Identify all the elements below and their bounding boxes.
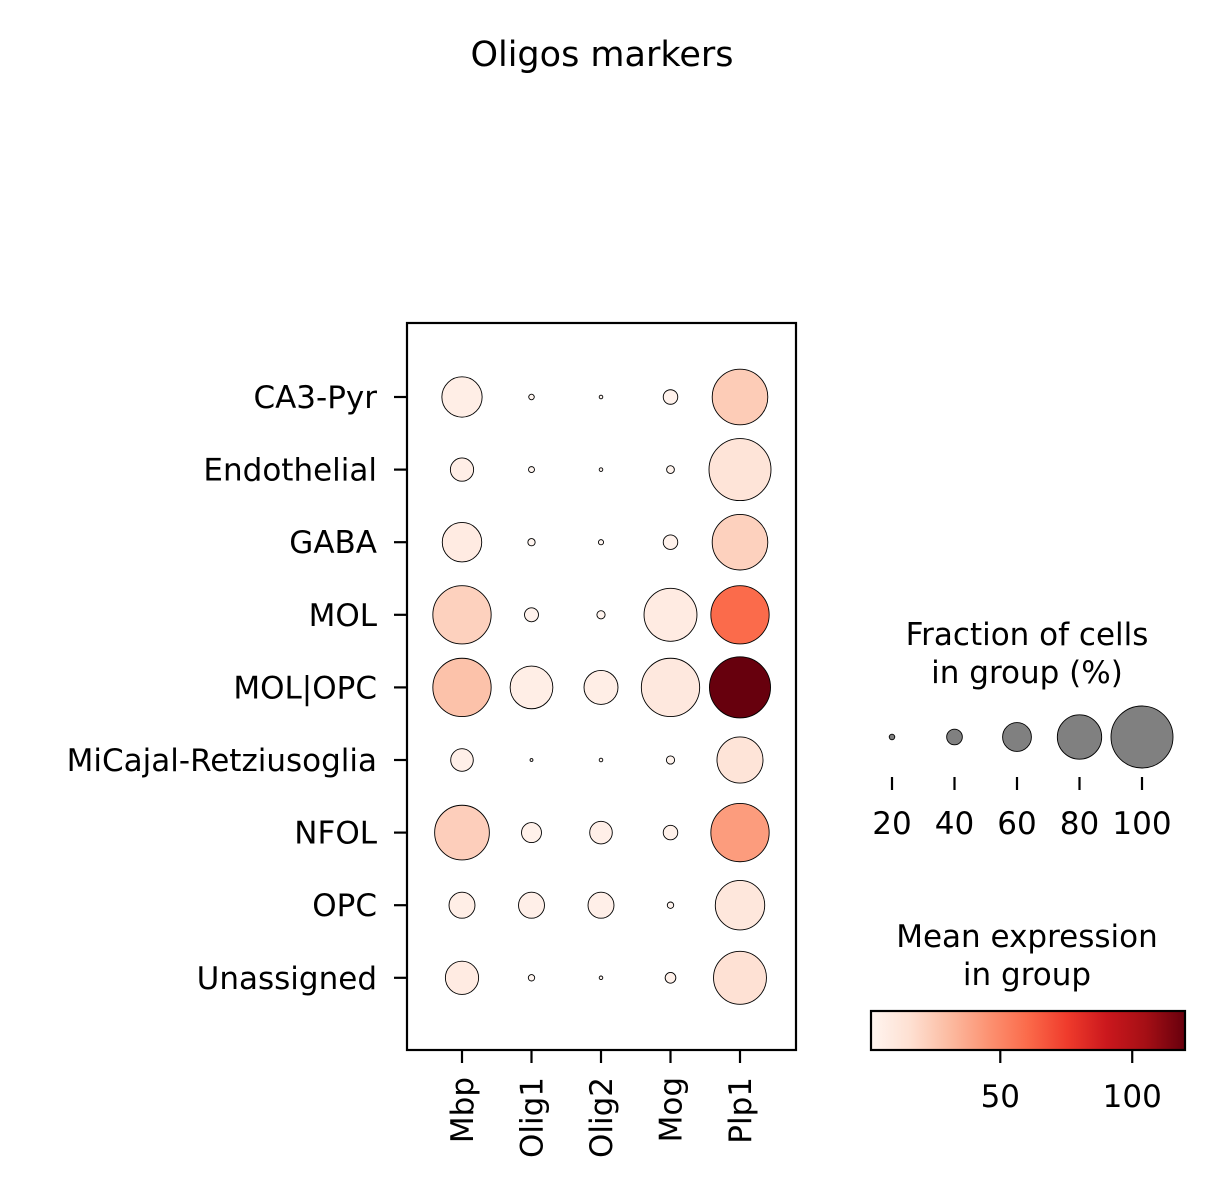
dot-opc-plp1 bbox=[714, 880, 766, 931]
dot-gaba-olig1 bbox=[527, 538, 536, 547]
dot-gaba-mog bbox=[662, 534, 679, 550]
dot-unassigned-mbp bbox=[444, 960, 480, 995]
size-legend-title: Fraction of cells bbox=[906, 617, 1149, 653]
dot-gaba-plp1 bbox=[711, 513, 769, 571]
dot-ca3-pyr-mog bbox=[662, 389, 679, 405]
dot-micajal-retziusoglia-olig1 bbox=[529, 758, 534, 762]
dot-mol-mog bbox=[643, 587, 698, 642]
y-tick-label-gaba: GABA bbox=[289, 525, 377, 561]
dot-micajal-retziusoglia-olig2 bbox=[598, 757, 604, 763]
dot-mol-opc-mog bbox=[640, 657, 701, 718]
dot-unassigned-olig2 bbox=[598, 975, 604, 981]
dot-ca3-pyr-plp1 bbox=[711, 368, 769, 426]
dot-unassigned-mog bbox=[664, 972, 677, 984]
dot-nfol-olig1 bbox=[521, 822, 542, 844]
colorbar bbox=[869, 1009, 1187, 1052]
dot-micajal-retziusoglia-plp1 bbox=[716, 736, 764, 784]
size-legend-dot-20 bbox=[888, 733, 896, 741]
dot-mol-mbp bbox=[432, 585, 492, 645]
dot-opc-mog bbox=[666, 901, 675, 909]
color-legend-subtitle: in group bbox=[963, 957, 1091, 993]
dot-mol-plp1 bbox=[710, 585, 770, 645]
dot-gaba-mbp bbox=[441, 522, 483, 563]
dot-mol-olig1 bbox=[524, 607, 539, 623]
dot-mol-opc-olig2 bbox=[583, 669, 619, 705]
dot-ca3-pyr-olig2 bbox=[598, 394, 604, 400]
size-legend-dot-80 bbox=[1056, 714, 1103, 760]
dot-opc-olig1 bbox=[518, 891, 545, 919]
dot-unassigned-plp1 bbox=[713, 950, 767, 1005]
x-tick-label-mbp: Mbp bbox=[445, 1077, 481, 1143]
dot-opc-olig2 bbox=[587, 891, 615, 919]
dot-nfol-mog bbox=[662, 824, 679, 841]
dot-mol-opc-mbp bbox=[432, 657, 492, 718]
dot-gaba-olig2 bbox=[597, 539, 605, 546]
y-tick-label-opc: OPC bbox=[312, 888, 377, 924]
size-legend-subtitle: in group (%) bbox=[931, 655, 1123, 691]
dot-mol-opc-plp1 bbox=[709, 656, 771, 719]
x-tick-label-mog: Mog bbox=[654, 1077, 690, 1142]
y-tick-label-mol-opc: MOL|OPC bbox=[233, 670, 377, 706]
chart-title: Oligos markers bbox=[470, 35, 733, 75]
colorbar-tick-label-50: 50 bbox=[981, 1079, 1020, 1115]
dot-ca3-pyr-mbp bbox=[441, 376, 483, 418]
size-legend-dot-40 bbox=[946, 728, 963, 746]
dot-nfol-olig2 bbox=[589, 820, 613, 845]
x-tick-label-olig1: Olig1 bbox=[515, 1077, 551, 1158]
y-tick-label-endothelial: Endothelial bbox=[203, 453, 377, 489]
size-legend-tick-label-60: 60 bbox=[997, 806, 1036, 842]
dot-nfol-mbp bbox=[434, 804, 490, 861]
dot-endothelial-plp1 bbox=[708, 438, 772, 502]
dot-mol-olig2 bbox=[596, 610, 606, 620]
size-legend-dot-60 bbox=[1002, 722, 1032, 752]
dot-mol-opc-olig1 bbox=[509, 665, 554, 710]
y-tick-label-unassigned: Unassigned bbox=[197, 961, 377, 997]
size-legend-tick-label-20: 20 bbox=[872, 806, 911, 842]
dot-unassigned-olig1 bbox=[527, 974, 536, 982]
y-tick-label-ca3-pyr: CA3-Pyr bbox=[253, 380, 377, 416]
x-tick-label-olig2: Olig2 bbox=[584, 1077, 620, 1158]
y-tick-label-mol: MOL bbox=[309, 598, 378, 634]
size-legend-tick-label-100: 100 bbox=[1112, 806, 1171, 842]
y-tick-label-micajal-retziusoglia: MiCajal-Retziusoglia bbox=[67, 743, 377, 779]
size-legend-dot-100 bbox=[1110, 705, 1174, 769]
dot-micajal-retziusoglia-mog bbox=[665, 755, 676, 765]
dot-nfol-plp1 bbox=[710, 802, 770, 863]
x-tick-label-plp1: Plp1 bbox=[723, 1077, 759, 1144]
dot-endothelial-olig2 bbox=[598, 467, 604, 472]
size-legend-tick-label-80: 80 bbox=[1060, 806, 1099, 842]
dot-endothelial-olig1 bbox=[528, 466, 535, 474]
y-tick-label-nfol: NFOL bbox=[294, 816, 377, 852]
dot-endothelial-mog bbox=[666, 465, 675, 474]
dot-micajal-retziusoglia-mbp bbox=[450, 748, 474, 772]
colorbar-tick-label-100: 100 bbox=[1103, 1079, 1162, 1115]
plot-area: CA3-Pyr Endothelial GABA MOL MOL|OPC MiCajal-… bbox=[67, 321, 798, 1158]
size-legend-tick-label-40: 40 bbox=[935, 806, 974, 842]
dot-opc-mbp bbox=[448, 891, 476, 919]
dot-ca3-pyr-olig1 bbox=[528, 393, 535, 401]
color-legend-title: Mean expression bbox=[896, 919, 1158, 955]
dot-endothelial-mbp bbox=[449, 457, 475, 482]
